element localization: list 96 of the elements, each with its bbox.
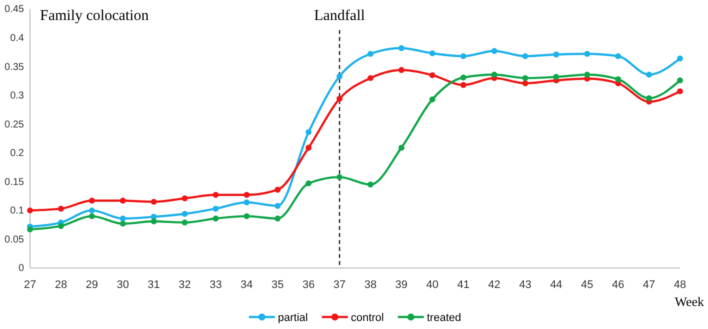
point <box>306 144 312 151</box>
point <box>677 56 683 62</box>
point <box>429 50 436 56</box>
point <box>120 220 126 227</box>
y-tick-label: 0.3 <box>10 90 24 102</box>
x-tick-label: 40 <box>426 278 439 291</box>
x-tick-label: 31 <box>148 278 160 291</box>
ref-line-label: Landfall <box>314 8 365 24</box>
point <box>306 129 312 136</box>
point <box>182 210 188 217</box>
point <box>336 174 343 180</box>
point <box>615 76 622 82</box>
point <box>367 50 374 57</box>
point <box>646 95 652 102</box>
y-tick-label: 0 <box>18 263 24 274</box>
x-tick-label: 35 <box>271 278 284 291</box>
point <box>182 220 188 226</box>
point <box>336 73 343 80</box>
point <box>429 96 436 102</box>
point <box>27 207 33 214</box>
point <box>398 144 404 151</box>
point <box>88 198 95 204</box>
point <box>244 213 250 220</box>
y-tick-label: 0.45 <box>4 4 24 16</box>
point <box>553 51 560 58</box>
point <box>120 198 126 204</box>
point <box>398 45 404 52</box>
point <box>150 198 157 205</box>
point <box>460 74 466 80</box>
y-tick-label: 0.4 <box>10 32 24 44</box>
point <box>398 67 404 73</box>
x-tick-label: 47 <box>642 278 656 291</box>
point <box>58 223 64 229</box>
point <box>677 77 683 84</box>
x-tick-label: 48 <box>674 278 686 291</box>
point <box>212 192 219 198</box>
point <box>646 72 652 78</box>
point <box>460 82 466 88</box>
y-tick-label: 0.35 <box>4 62 24 73</box>
point <box>212 216 219 222</box>
x-tick-label: 30 <box>116 278 129 291</box>
point <box>336 96 343 102</box>
point <box>367 75 374 82</box>
point <box>367 182 374 188</box>
point <box>615 53 622 60</box>
y-tick-label: 0.1 <box>10 206 24 217</box>
point <box>88 207 95 214</box>
point <box>150 218 157 224</box>
legend-label: treated <box>426 312 462 324</box>
x-tick-label: 27 <box>24 278 36 291</box>
x-tick-label: 36 <box>302 278 315 291</box>
y-tick-label: 0.05 <box>4 234 24 246</box>
x-tick-label: 39 <box>395 278 408 291</box>
x-tick-label: 38 <box>364 278 377 291</box>
x-tick-label: 41 <box>457 278 470 291</box>
point <box>491 72 498 78</box>
x-tick-label: 43 <box>519 278 532 291</box>
point <box>522 53 528 60</box>
x-tick-label: 44 <box>550 278 562 291</box>
point <box>460 53 466 60</box>
point <box>58 206 64 212</box>
x-tick-label: 42 <box>488 278 500 291</box>
point <box>491 48 498 54</box>
point <box>244 199 250 206</box>
x-tick-label: 28 <box>54 278 68 291</box>
y-tick-label: 0.15 <box>4 176 24 188</box>
x-tick-label: 45 <box>581 278 594 291</box>
point <box>306 180 312 186</box>
legend-label: partial <box>278 312 308 324</box>
point <box>88 213 95 220</box>
y-tick-label: 0.2 <box>10 148 24 160</box>
x-tick-label: 33 <box>210 278 222 291</box>
point <box>584 50 590 57</box>
x-axis-title: Week <box>674 294 704 309</box>
point <box>274 202 281 209</box>
x-tick-label: 46 <box>612 278 624 291</box>
legend-label: control <box>350 312 384 324</box>
point <box>274 186 281 193</box>
x-tick-label: 32 <box>178 278 191 291</box>
point <box>120 216 126 222</box>
point <box>274 216 281 222</box>
point <box>182 195 188 202</box>
x-tick-label: 34 <box>240 278 253 291</box>
x-tick-label: 29 <box>86 278 98 291</box>
point <box>522 75 528 82</box>
point <box>429 72 436 78</box>
point <box>212 206 219 212</box>
point <box>553 74 560 80</box>
point <box>522 80 528 86</box>
point <box>27 226 33 232</box>
y-tick-label: 0.25 <box>4 119 24 130</box>
point <box>244 192 250 198</box>
annotation: Family colocation <box>40 8 150 24</box>
point <box>677 88 683 94</box>
x-tick-label: 37 <box>333 278 346 291</box>
point <box>584 72 590 78</box>
